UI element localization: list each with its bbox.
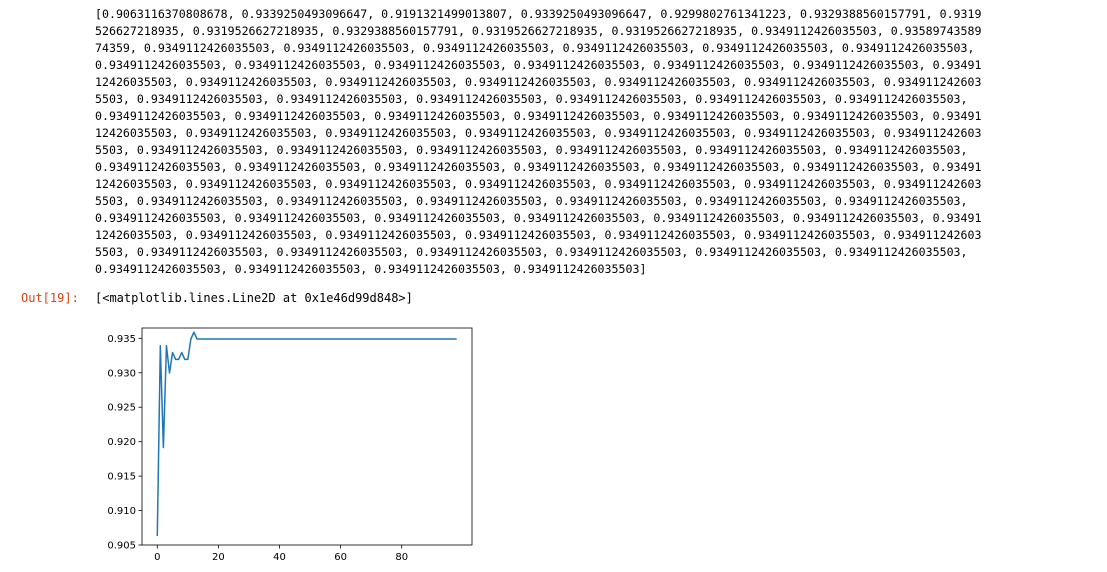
series-line bbox=[156, 331, 457, 536]
stdout-line: 12426035503, 0.9349112426035503, 0.93491… bbox=[95, 126, 982, 140]
stdout-line: 5503, 0.9349112426035503, 0.934911242603… bbox=[95, 245, 968, 259]
stdout-line: 12426035503, 0.9349112426035503, 0.93491… bbox=[95, 228, 982, 242]
x-tick-label: 80 bbox=[395, 552, 408, 562]
y-tick-label: 0.915 bbox=[107, 472, 136, 483]
stdout-line: 12426035503, 0.9349112426035503, 0.93491… bbox=[95, 75, 982, 89]
out-prompt: Out[19]: bbox=[21, 291, 79, 305]
stdout-line: 0.9349112426035503, 0.9349112426035503, … bbox=[95, 109, 982, 123]
y-tick-label: 0.925 bbox=[107, 403, 136, 414]
x-tick-label: 20 bbox=[212, 552, 225, 562]
stdout-line: 5503, 0.9349112426035503, 0.934911242603… bbox=[95, 194, 968, 208]
y-tick-label: 0.935 bbox=[107, 334, 136, 345]
stdout-line: 74359, 0.9349112426035503, 0.93491124260… bbox=[95, 41, 975, 55]
stdout-line: 5503, 0.9349112426035503, 0.934911242603… bbox=[95, 92, 968, 106]
stdout-line: 5503, 0.9349112426035503, 0.934911242603… bbox=[95, 143, 968, 157]
stdout-line: [0.9063116370808678, 0.9339250493096647,… bbox=[95, 7, 982, 21]
cell-stdout: [0.9063116370808678, 0.9339250493096647,… bbox=[95, 6, 1095, 278]
line-plot: 0.905 0.910 0.915 0.920 0.925 0.930 0.935 0 20 40… bbox=[107, 327, 473, 562]
x-tick-label: 60 bbox=[334, 552, 347, 562]
y-tick-label: 0.905 bbox=[107, 541, 136, 552]
x-tick-label: 0 bbox=[154, 552, 160, 562]
stdout-line: 12426035503, 0.9349112426035503, 0.93491… bbox=[95, 177, 982, 191]
stdout-line: 0.9349112426035503, 0.9349112426035503, … bbox=[95, 262, 647, 276]
y-tick-label: 0.920 bbox=[107, 437, 136, 448]
x-tick-label: 40 bbox=[273, 552, 286, 562]
stdout-line: 0.9349112426035503, 0.9349112426035503, … bbox=[95, 160, 982, 174]
axes-frame bbox=[141, 327, 473, 546]
stdout-line: 0.9349112426035503, 0.9349112426035503, … bbox=[95, 211, 982, 225]
stdout-line: 0.9349112426035503, 0.9349112426035503, … bbox=[95, 58, 982, 72]
out-repr: [<matplotlib.lines.Line2D at 0x1e46d99d8… bbox=[95, 291, 413, 305]
stdout-line: 526627218935, 0.9319526627218935, 0.9329… bbox=[95, 24, 982, 38]
y-tick-label: 0.930 bbox=[107, 368, 136, 379]
y-tick-label: 0.910 bbox=[107, 506, 136, 517]
